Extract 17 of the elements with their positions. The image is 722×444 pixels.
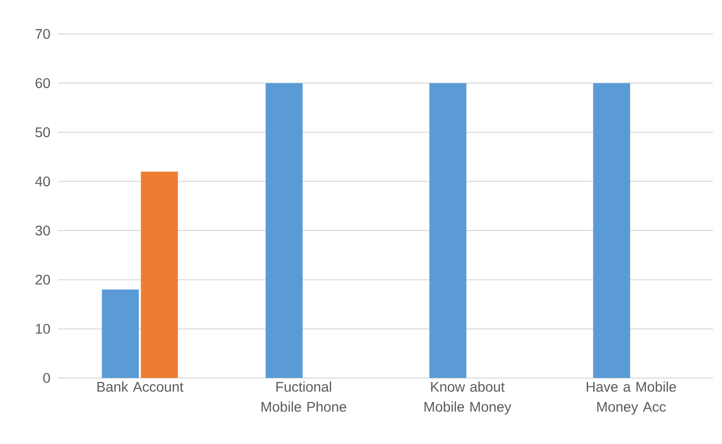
y-tick-label: 50 <box>35 127 50 138</box>
y-tick-label: 0 <box>43 373 50 383</box>
bar <box>140 172 178 378</box>
x-tick-label: Have a Mobile Money Acc <box>586 382 676 415</box>
y-tick-label: 10 <box>36 324 50 334</box>
x-tick-label: Bank Account <box>97 382 184 392</box>
y-tick-label: 40 <box>35 176 50 186</box>
bar <box>429 83 466 378</box>
x-tick-label: Know about Mobile Money <box>424 382 512 415</box>
bar <box>102 290 139 378</box>
bar <box>593 83 630 378</box>
y-tick-label: 70 <box>36 29 50 39</box>
y-tick-label: 20 <box>36 274 50 285</box>
y-tick-label: 30 <box>35 226 50 236</box>
bar <box>266 83 303 378</box>
x-tick-label: Fuctional Mobile Phone <box>262 382 346 412</box>
y-tick-label: 60 <box>36 78 50 88</box>
